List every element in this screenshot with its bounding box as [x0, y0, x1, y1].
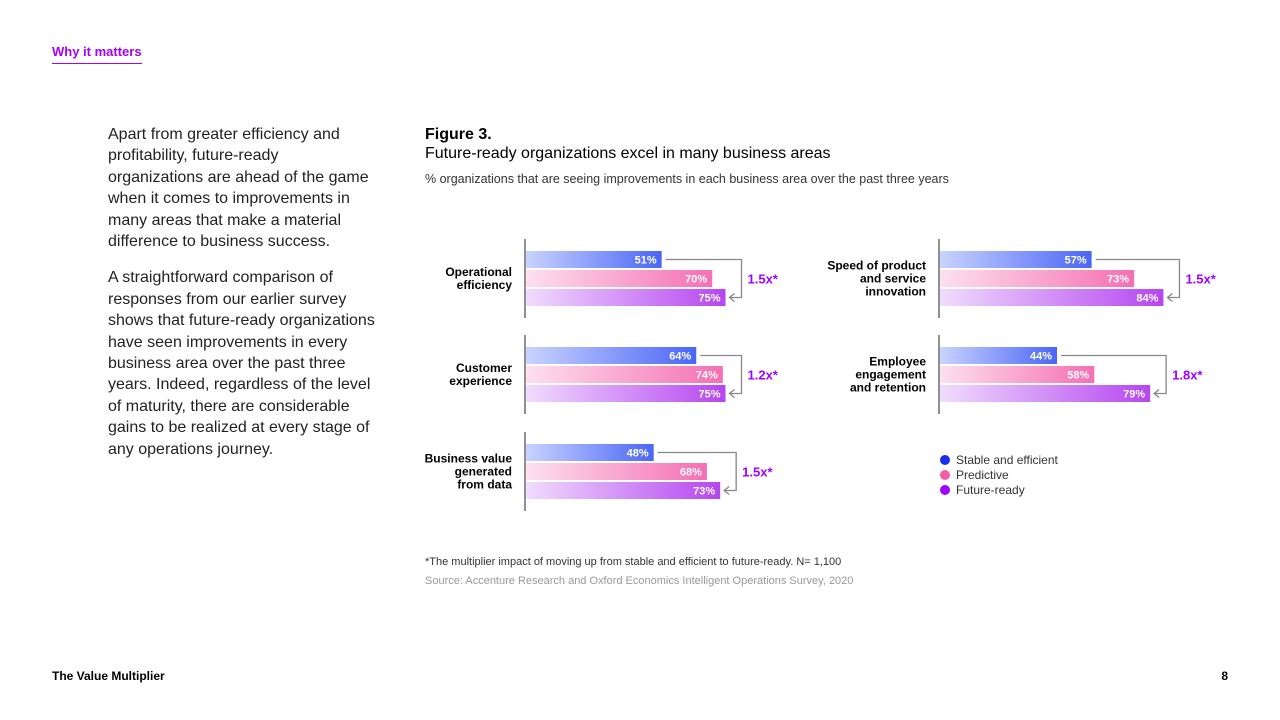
bar-value-label: 58% — [1067, 370, 1089, 382]
legend-entry: Future-ready — [956, 483, 1025, 497]
bar-value-label: 48% — [627, 448, 649, 460]
multiplier-bracket — [1061, 354, 1167, 395]
legend-entry: Predictive — [956, 468, 1009, 482]
multiplier-arrowhead — [1166, 292, 1173, 303]
bar — [940, 251, 1092, 268]
figure-title: Future-ready organizations excel in many… — [425, 145, 831, 162]
bar-value-label: 79% — [1123, 389, 1145, 401]
bar-value-label: 44% — [1030, 351, 1052, 363]
category-label: Operational efficiency — [445, 265, 512, 292]
multiplier-bracket — [1095, 258, 1181, 299]
category-label: Speed of product and service innovation — [827, 259, 926, 299]
bar — [940, 289, 1164, 306]
figure-subtitle: % organizations that are seeing improvem… — [425, 172, 949, 186]
bar — [526, 347, 697, 364]
multiplier-arrowhead — [728, 388, 735, 399]
figure-footnote: *The multiplier impact of moving up from… — [425, 556, 842, 568]
legend-dot — [940, 455, 950, 465]
multiplier-bracket — [665, 258, 743, 299]
page-number: 8 — [1221, 669, 1228, 683]
category-label: Business value generated from data — [425, 452, 513, 492]
bar — [526, 385, 726, 402]
figure-source: Source: Accenture Research and Oxford Ec… — [425, 575, 854, 587]
body-paragraph-2: A straightforward comparison of response… — [108, 269, 375, 458]
legend-dot — [940, 485, 950, 495]
category-label: Customer experience — [449, 361, 512, 388]
bar-value-label: 73% — [1107, 274, 1129, 286]
category-label: Employee engagement and retention — [850, 355, 926, 395]
multiplier-label: 1.5x* — [742, 465, 773, 480]
multiplier-bracket — [700, 354, 743, 395]
bar — [526, 270, 713, 287]
bar — [940, 385, 1151, 402]
bar-value-label: 75% — [698, 389, 720, 401]
bar — [526, 366, 723, 383]
multiplier-label: 1.8x* — [1172, 368, 1203, 383]
bar-value-label: 74% — [696, 370, 718, 382]
bar-value-label: 70% — [685, 274, 707, 286]
multiplier-label: 1.2x* — [748, 368, 779, 383]
footer-title: The Value Multiplier — [52, 669, 165, 683]
bar-value-label: 73% — [693, 486, 715, 498]
multiplier-arrowhead — [723, 485, 730, 496]
bar — [526, 289, 726, 306]
legend-entry: Stable and efficient — [956, 453, 1059, 467]
bar — [940, 347, 1058, 364]
body-paragraph-1: Apart from greater efficiency and profit… — [108, 126, 369, 251]
bar — [526, 482, 721, 499]
bar — [940, 270, 1135, 287]
bar-value-label: 68% — [680, 467, 702, 479]
body-text: Apart from greater efficiency and profit… — [108, 124, 378, 475]
multiplier-arrowhead — [1153, 388, 1160, 399]
bar-value-label: 51% — [635, 255, 657, 267]
bar-value-label: 64% — [669, 351, 691, 363]
bar — [526, 463, 707, 480]
legend-dot — [940, 470, 950, 480]
section-tag: Why it matters — [52, 44, 142, 64]
multiplier-label: 1.5x* — [1185, 272, 1216, 287]
multiplier-arrowhead — [728, 292, 735, 303]
bar — [526, 444, 654, 461]
bar — [940, 366, 1095, 383]
bar-value-label: 75% — [698, 293, 720, 305]
bar — [526, 251, 662, 268]
multiplier-bracket — [657, 451, 737, 492]
bar-value-label: 57% — [1065, 255, 1087, 267]
multiplier-label: 1.5x* — [748, 272, 779, 287]
figure-label: Figure 3. — [425, 126, 492, 143]
bar-value-label: 84% — [1136, 293, 1158, 305]
